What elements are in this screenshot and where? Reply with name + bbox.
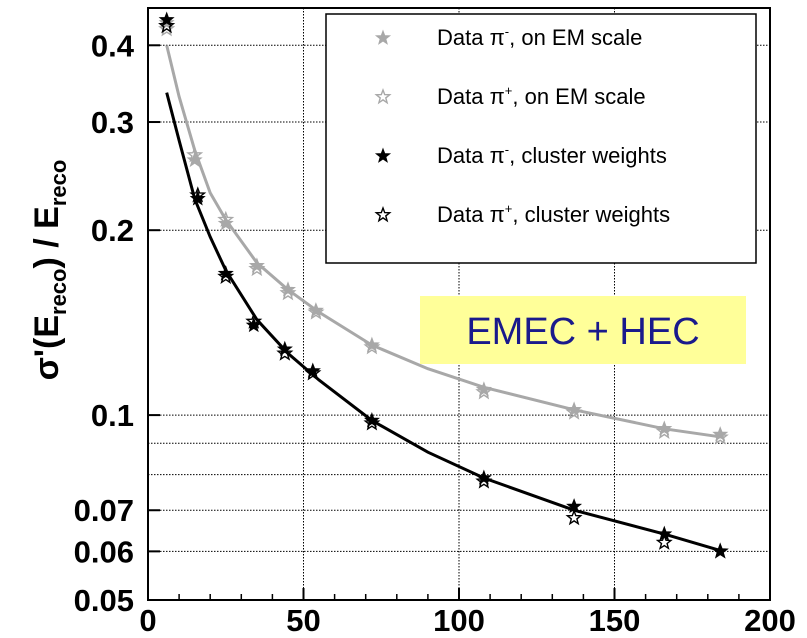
data-point <box>158 17 176 34</box>
data-point <box>363 412 380 428</box>
data-point <box>158 20 176 37</box>
legend-label: Data π-, cluster weights <box>437 142 667 168</box>
data-point <box>656 420 673 436</box>
legend-marker <box>374 147 392 163</box>
data-point <box>655 533 673 550</box>
data-point <box>304 362 321 378</box>
data-point <box>186 146 204 163</box>
x-tick-label: 150 <box>589 603 641 638</box>
legend-marker <box>374 205 392 223</box>
data-point <box>656 525 673 541</box>
y-label-sigma: σ'(E <box>28 315 66 380</box>
data-point <box>186 151 203 168</box>
data-point <box>217 210 235 228</box>
x-tick-label: 0 <box>139 603 156 638</box>
data-point <box>475 383 493 400</box>
data-point <box>566 401 583 417</box>
data-point <box>245 312 263 329</box>
data-point <box>363 336 380 352</box>
y-tick-label: 0.1 <box>91 398 134 433</box>
data-point <box>363 414 381 431</box>
data-point <box>248 259 266 277</box>
y-tick-label: 0.4 <box>91 28 135 63</box>
y-label-sub1: reco <box>46 269 71 315</box>
x-tick-label: 50 <box>286 603 320 638</box>
annotation-background <box>420 296 746 364</box>
data-point <box>711 428 729 445</box>
data-point <box>248 257 265 273</box>
legend-label: Data π+, on EM scale <box>437 83 646 109</box>
data-point <box>189 186 207 203</box>
data-point <box>307 302 324 318</box>
data-point <box>475 472 493 489</box>
fit-curve <box>165 92 724 553</box>
legend: Data π-, on EM scale Data π+, on EM scale… <box>325 13 757 264</box>
data-point <box>565 509 583 526</box>
legend-marker <box>374 29 392 45</box>
data-point <box>217 267 235 285</box>
legend-box <box>325 13 757 264</box>
x-tick-label: 100 <box>433 603 485 638</box>
data-point <box>217 265 234 281</box>
legend-marker <box>374 87 392 105</box>
data-point <box>279 281 296 297</box>
data-point <box>363 338 381 355</box>
y-tick-label: 0.3 <box>91 105 134 140</box>
x-tick-label: 200 <box>744 603 796 638</box>
y-tick-label: 0.06 <box>74 534 134 569</box>
y-label-sub2: reco <box>46 160 71 206</box>
data-point <box>304 364 322 381</box>
y-tick-label: 0.2 <box>91 213 134 248</box>
grid-lines <box>148 8 770 600</box>
y-tick-label: 0.07 <box>74 493 134 528</box>
data-point <box>279 284 297 301</box>
legend-label: Data π+, cluster weights <box>437 201 670 227</box>
y-label-mid: ) / E <box>28 206 66 268</box>
data-point <box>475 381 492 397</box>
data-points <box>158 11 729 559</box>
y-tick-label: 0.05 <box>74 583 134 618</box>
axis-ticks: 0 50 100 150 200 0.05 0.06 0.07 0.1 0.2 0.3 0.4 <box>74 28 796 638</box>
legend-label: Data π-, on EM scale <box>437 24 642 50</box>
y-axis-label: σ'(Ereco) / Ereco <box>28 160 71 381</box>
data-point <box>712 426 729 442</box>
annotation-box: EMEC + HEC <box>420 296 746 364</box>
annotation-label: EMEC + HEC <box>466 311 699 353</box>
data-point <box>276 344 294 361</box>
data-point <box>307 303 325 320</box>
data-point <box>276 340 293 357</box>
data-point <box>655 422 673 439</box>
data-point <box>565 403 583 420</box>
data-point <box>475 469 492 485</box>
data-point <box>711 542 729 559</box>
